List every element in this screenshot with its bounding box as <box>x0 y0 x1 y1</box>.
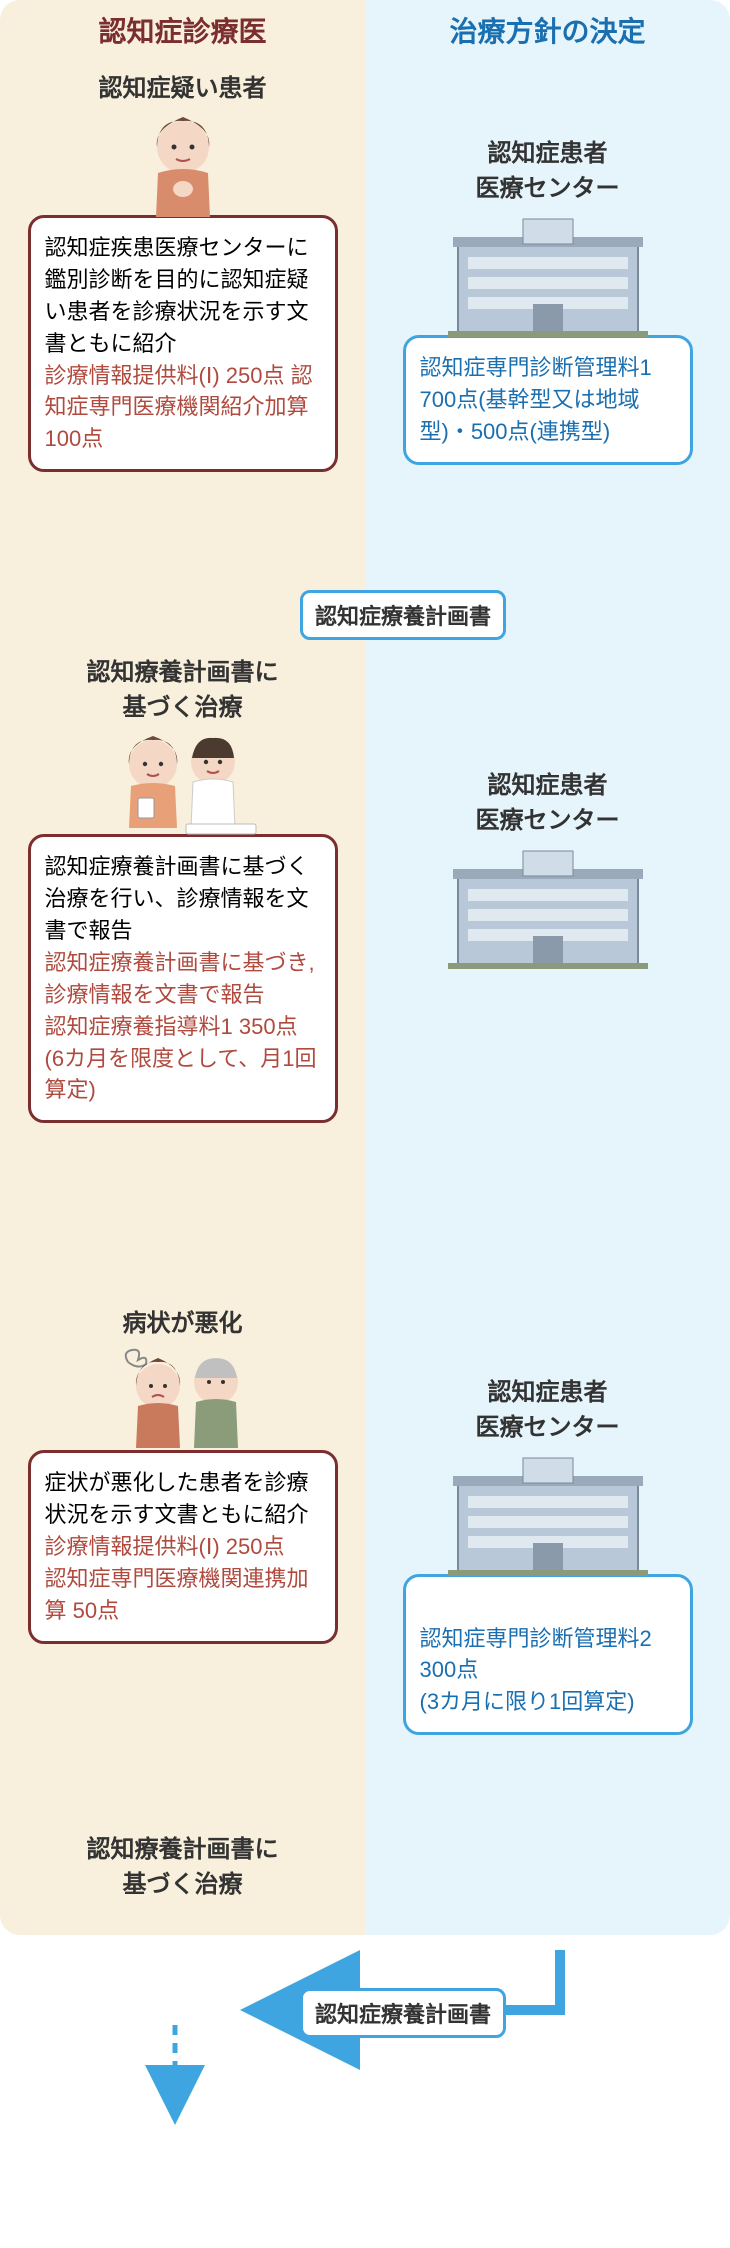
patient-illustration-1 <box>12 109 353 219</box>
flow-label-1: 認知症療養計画書 <box>300 590 506 640</box>
stage2-right-title: 認知症患者 医療センター <box>377 765 718 835</box>
stage1-right-body: 認知症専門診断管理料1 700点(基幹型又は地域型)・500点(連携型) <box>420 355 652 444</box>
left-column: 認知症診療医 認知症疑い患者 認知症疾患医療センターに鑑別診断を目的に認知症疑い… <box>0 0 365 1935</box>
stage4-title: 認知療養計画書に 基づく治療 <box>12 1829 353 1899</box>
stage1-right-title: 認知症患者 医療センター <box>377 133 718 203</box>
right-header: 治療方針の決定 <box>377 10 718 50</box>
stage1-left-highlight: 診療情報提供料(Ⅰ) 250点 認知症専門医療機関紹介加算 100点 <box>45 363 313 452</box>
stage2-left-body: 認知症療養計画書に基づく治療を行い、診療情報を文書で報告 <box>45 854 309 943</box>
stage3-right-body: 認知症専門診断管理料2 300点 (3カ月に限り1回算定) <box>420 1626 652 1715</box>
stage1-left-body: 認知症疾患医療センターに鑑別診断を目的に認知症疑い患者を診療状況を示す文書ともに… <box>45 235 309 356</box>
hospital-illustration-1 <box>377 209 718 339</box>
stage2-left-title: 認知療養計画書に 基づく治療 <box>12 652 353 722</box>
stage3-right-box: 認知症専門診断管理料2 300点 (3カ月に限り1回算定) <box>403 1574 693 1736</box>
stage3-left-title: 病状が悪化 <box>12 1303 353 1338</box>
hospital-illustration-3 <box>377 1448 718 1578</box>
stage1-left-title: 認知症疑い患者 <box>12 68 353 103</box>
hospital-illustration-2 <box>377 841 718 971</box>
stage3-left-box: 症状が悪化した患者を診療状況を示す文書ともに紹介 診療情報提供料(Ⅰ) 250点… <box>28 1450 338 1643</box>
patient-illustration-3 <box>12 1344 353 1454</box>
left-header: 認知症診療医 <box>12 10 353 50</box>
stage2-left-box: 認知症療養計画書に基づく治療を行い、診療情報を文書で報告 認知症療養計画書に基づ… <box>28 834 338 1123</box>
flow-label-3: 認知症療養計画書 <box>300 1988 506 2038</box>
patient-illustration-2 <box>12 728 353 838</box>
stage3-left-highlight: 診療情報提供料(Ⅰ) 250点 認知症専門医療機関連携加算 50点 <box>45 1534 309 1623</box>
stage2-left-highlight: 認知症療養計画書に基づき,診療情報を文書で報告 認知症療養指導料1 350点 (… <box>45 950 317 1103</box>
right-column: 治療方針の決定 認知症患者 医療センター 認知症専門診断管理料1 700点(基幹… <box>365 0 730 1935</box>
stage3-right-title: 認知症患者 医療センター <box>377 1372 718 1442</box>
stage1-right-box: 認知症専門診断管理料1 700点(基幹型又は地域型)・500点(連携型) <box>403 335 693 465</box>
flowchart-container: 例） 診療情報提供書 認知症療養評価書 例） 診療情報提供書 認知症療養計画書 … <box>0 0 730 1935</box>
stage1-left-box: 認知症疾患医療センターに鑑別診断を目的に認知症疑い患者を診療状況を示す文書ともに… <box>28 215 338 472</box>
stage3-left-body: 症状が悪化した患者を診療状況を示す文書ともに紹介 <box>45 1470 309 1527</box>
